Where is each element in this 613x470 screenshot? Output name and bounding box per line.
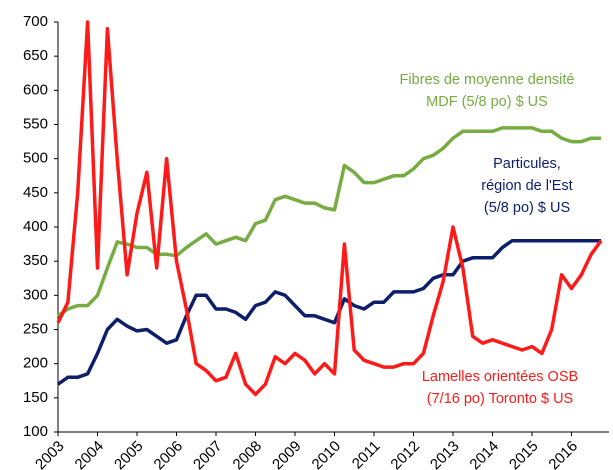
x-tick-label: 2016 [545,438,581,470]
y-tick-label: 300 [23,286,48,303]
x-tick-label: 2014 [466,438,502,470]
series-line [56,20,603,397]
x-tick-label: 2013 [427,438,463,470]
y-tick-label: 150 [23,389,48,406]
y-tick-label: 450 [23,184,48,201]
series-label: MDF (5/8 po) $ US [426,94,548,110]
series-label: Fibres de moyenne densité [400,72,575,88]
y-tick-label: 550 [23,115,48,132]
series-label: Lamelles orientées OSB [422,369,578,385]
x-tick-label: 2005 [111,438,147,470]
x-tick-label: 2011 [349,438,384,470]
x-tick-label: 2015 [506,438,542,470]
x-tick-label: 2012 [387,438,423,470]
y-tick-label: 350 [23,252,48,269]
y-tick-label: 400 [23,218,48,235]
y-tick-label: 650 [23,47,48,64]
x-tick-label: 2006 [151,438,187,470]
x-tick-label: 2009 [269,438,305,470]
y-tick-label: 700 [23,13,48,30]
y-tick-label: 200 [23,355,48,372]
x-tick-label: 2007 [190,438,226,470]
series-label: (7/16 po) Toronto $ US [427,391,573,407]
y-tick-label: 500 [23,150,48,167]
x-tick-label: 2004 [72,438,108,470]
x-tick-label: 2008 [230,438,266,470]
series-line [57,126,602,318]
x-tick-label: 2003 [32,438,68,470]
series-label: région de l'Est [481,178,572,194]
series-label: (5/8 po) $ US [484,200,570,216]
y-tick-label: 250 [23,320,48,337]
y-tick-label: 600 [23,81,48,98]
x-tick-label: 2010 [309,438,345,470]
series-label: Particules, [493,156,561,172]
y-tick-label: 100 [23,423,48,440]
series-line [56,238,602,386]
